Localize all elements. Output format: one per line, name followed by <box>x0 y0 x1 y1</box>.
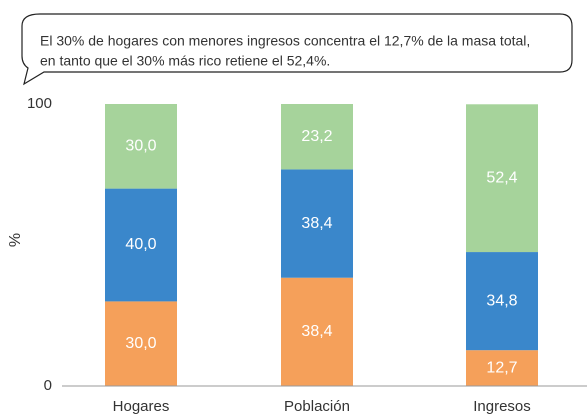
value-label: 23,2 <box>301 128 332 145</box>
value-label: 12,7 <box>486 359 517 376</box>
bar-segment <box>281 104 353 170</box>
value-label: 30,0 <box>125 138 156 155</box>
bar-segment <box>466 252 538 351</box>
bar-segment <box>466 104 538 253</box>
value-label: 40,0 <box>125 236 156 253</box>
y-axis-label: % <box>7 233 24 247</box>
callout-box <box>21 13 573 86</box>
value-label: 34,8 <box>486 292 517 309</box>
value-label: 38,4 <box>301 323 332 340</box>
x-tick-label: Hogares <box>113 398 170 415</box>
bar-segment <box>105 301 177 386</box>
annotation-line: El 30% de hogares con menores ingresos c… <box>40 33 530 49</box>
bar-segment <box>105 104 177 189</box>
y-tick-label: 100 <box>27 95 52 112</box>
x-tick-label: Población <box>284 398 350 415</box>
annotation-line: en tanto que el 30% más rico retiene el … <box>40 53 330 69</box>
value-label: 38,4 <box>301 215 332 232</box>
value-label: 52,4 <box>486 169 517 186</box>
x-tick-label: Ingresos <box>473 398 531 415</box>
value-label: 30,0 <box>125 335 156 352</box>
y-tick-label: 0 <box>44 377 52 394</box>
bar-segment <box>105 188 177 302</box>
bar-segment <box>281 169 353 278</box>
bar-segment <box>281 277 353 386</box>
bar-segment <box>466 350 538 386</box>
